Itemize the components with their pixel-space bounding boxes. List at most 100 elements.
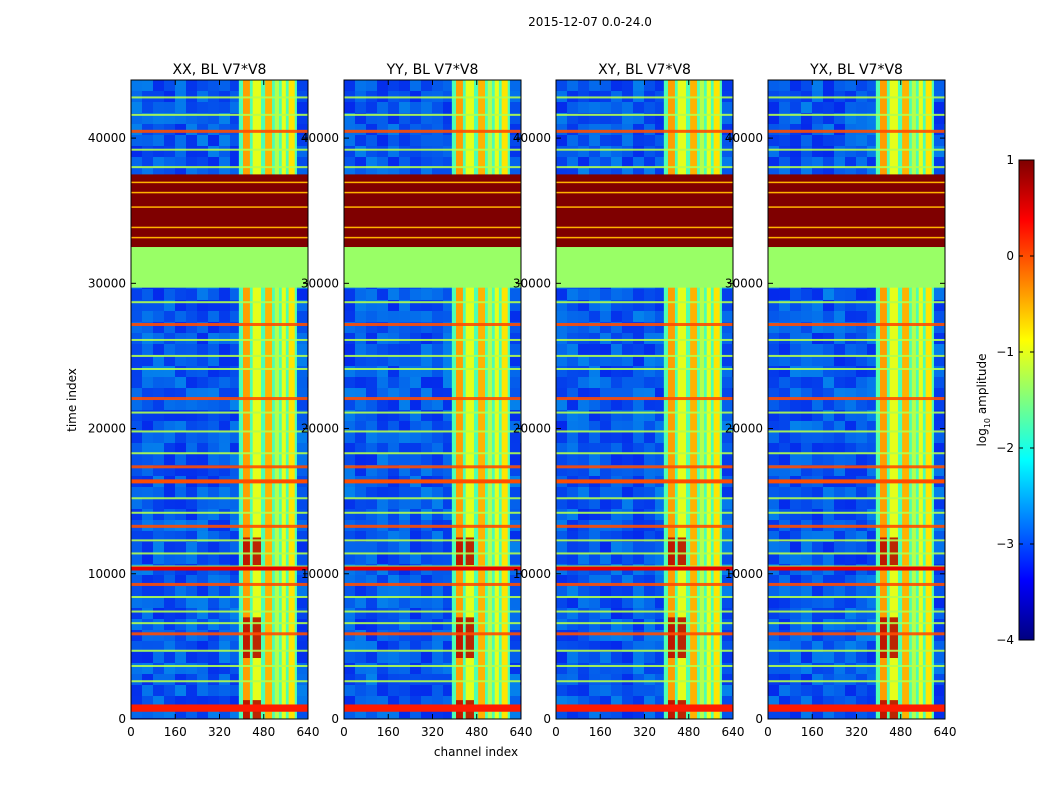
heatmap-cell <box>344 542 355 553</box>
heatmap-cell <box>355 355 366 366</box>
heatmap-cell <box>230 652 241 663</box>
heatmap-cell <box>421 608 432 619</box>
rfi-band <box>344 566 521 571</box>
heatmap-cell <box>622 597 633 608</box>
heatmap-cell <box>812 366 823 377</box>
heatmap-cell <box>867 531 878 542</box>
heatmap-cell <box>296 80 307 91</box>
heatmap-cell <box>812 608 823 619</box>
heatmap-cell <box>567 531 578 542</box>
heatmap-cell <box>556 333 567 344</box>
heatmap-cell <box>175 135 186 146</box>
heatmap-cell <box>399 454 410 465</box>
heatmap-cell <box>230 597 241 608</box>
heatmap-cell <box>410 80 421 91</box>
heatmap-cell <box>856 124 867 135</box>
heatmap-cell <box>633 124 644 135</box>
heatmap-cell <box>933 575 944 586</box>
rfi-line <box>768 166 945 169</box>
heatmap-cell <box>845 652 856 663</box>
heatmap-cell <box>355 300 366 311</box>
heatmap-cell <box>164 399 175 410</box>
heatmap-cell <box>208 608 219 619</box>
heatmap-cell <box>644 674 655 685</box>
heatmap-cell <box>578 531 589 542</box>
heatmap-cell <box>296 157 307 168</box>
rfi-line <box>131 664 308 667</box>
heatmap-cell <box>164 542 175 553</box>
heatmap-cell <box>779 674 790 685</box>
heatmap-cell <box>410 146 421 157</box>
heatmap-cell <box>230 289 241 300</box>
y-axis-label: time index <box>65 368 79 432</box>
heatmap-cell <box>230 542 241 553</box>
heatmap-cell <box>644 135 655 146</box>
heatmap-cell <box>509 652 520 663</box>
heatmap-cell <box>867 157 878 168</box>
heatmap-cell <box>208 333 219 344</box>
heatmap-cell <box>779 102 790 113</box>
heatmap-cell <box>556 608 567 619</box>
heatmap-cell <box>186 707 197 718</box>
heatmap-cell <box>812 399 823 410</box>
heatmap-cell <box>611 311 622 322</box>
heatmap-cell <box>589 575 600 586</box>
heatmap-cell <box>812 300 823 311</box>
heatmap-cell <box>589 355 600 366</box>
heatmap-cell <box>388 410 399 421</box>
heatmap-cell <box>366 146 377 157</box>
heatmap-cell <box>421 399 432 410</box>
heatmap-cell <box>611 289 622 300</box>
heatmap-cell <box>219 597 230 608</box>
heatmap-cell <box>823 707 834 718</box>
heatmap-cell <box>856 344 867 355</box>
heatmap-cell <box>600 707 611 718</box>
heatmap-cell <box>578 498 589 509</box>
heatmap-cell <box>208 102 219 113</box>
heatmap-cell <box>856 366 867 377</box>
colorbar: 10−1−2−3−4 log10 amplitude <box>975 153 1035 647</box>
heatmap-cell <box>366 465 377 476</box>
heatmap-cell <box>131 454 142 465</box>
heatmap-cell <box>219 454 230 465</box>
heatmap-cell <box>355 707 366 718</box>
heatmap-cell <box>768 553 779 564</box>
heatmap-cell <box>790 553 801 564</box>
heatmap-cell <box>131 355 142 366</box>
heatmap-cell <box>296 322 307 333</box>
heatmap-cell <box>578 102 589 113</box>
heatmap-cell <box>779 553 790 564</box>
heatmap-cell <box>164 487 175 498</box>
heatmap-cell <box>790 80 801 91</box>
heatmap-cell <box>633 652 644 663</box>
heatmap-cell <box>509 531 520 542</box>
heatmap-cell <box>567 432 578 443</box>
heatmap-cell <box>197 553 208 564</box>
heatmap-cell <box>164 685 175 696</box>
heatmap-cell <box>823 432 834 443</box>
heatmap-cell <box>219 388 230 399</box>
heatmap-cell <box>230 80 241 91</box>
heatmap-cell <box>197 124 208 135</box>
heatmap-cell <box>578 124 589 135</box>
heatmap-cell <box>801 685 812 696</box>
heatmap-cell <box>834 542 845 553</box>
heatmap-cell <box>834 619 845 630</box>
heatmap-cell <box>589 608 600 619</box>
heatmap-cell <box>856 652 867 663</box>
x-tick-label: 0 <box>552 725 560 739</box>
heatmap-cell <box>355 575 366 586</box>
heatmap-cell <box>801 575 812 586</box>
heatmap-cell <box>567 102 578 113</box>
heatmap-cell <box>421 652 432 663</box>
heatmap-cell <box>509 80 520 91</box>
flat-amplitude-block <box>131 247 308 288</box>
heatmap-cell <box>197 641 208 652</box>
heatmap-cell <box>933 696 944 707</box>
heatmap-cell <box>856 542 867 553</box>
heatmap-cell <box>801 135 812 146</box>
heatmap-cell <box>611 124 622 135</box>
heatmap-cell <box>867 487 878 498</box>
heatmap-cell <box>509 542 520 553</box>
heatmap-cell <box>432 531 443 542</box>
